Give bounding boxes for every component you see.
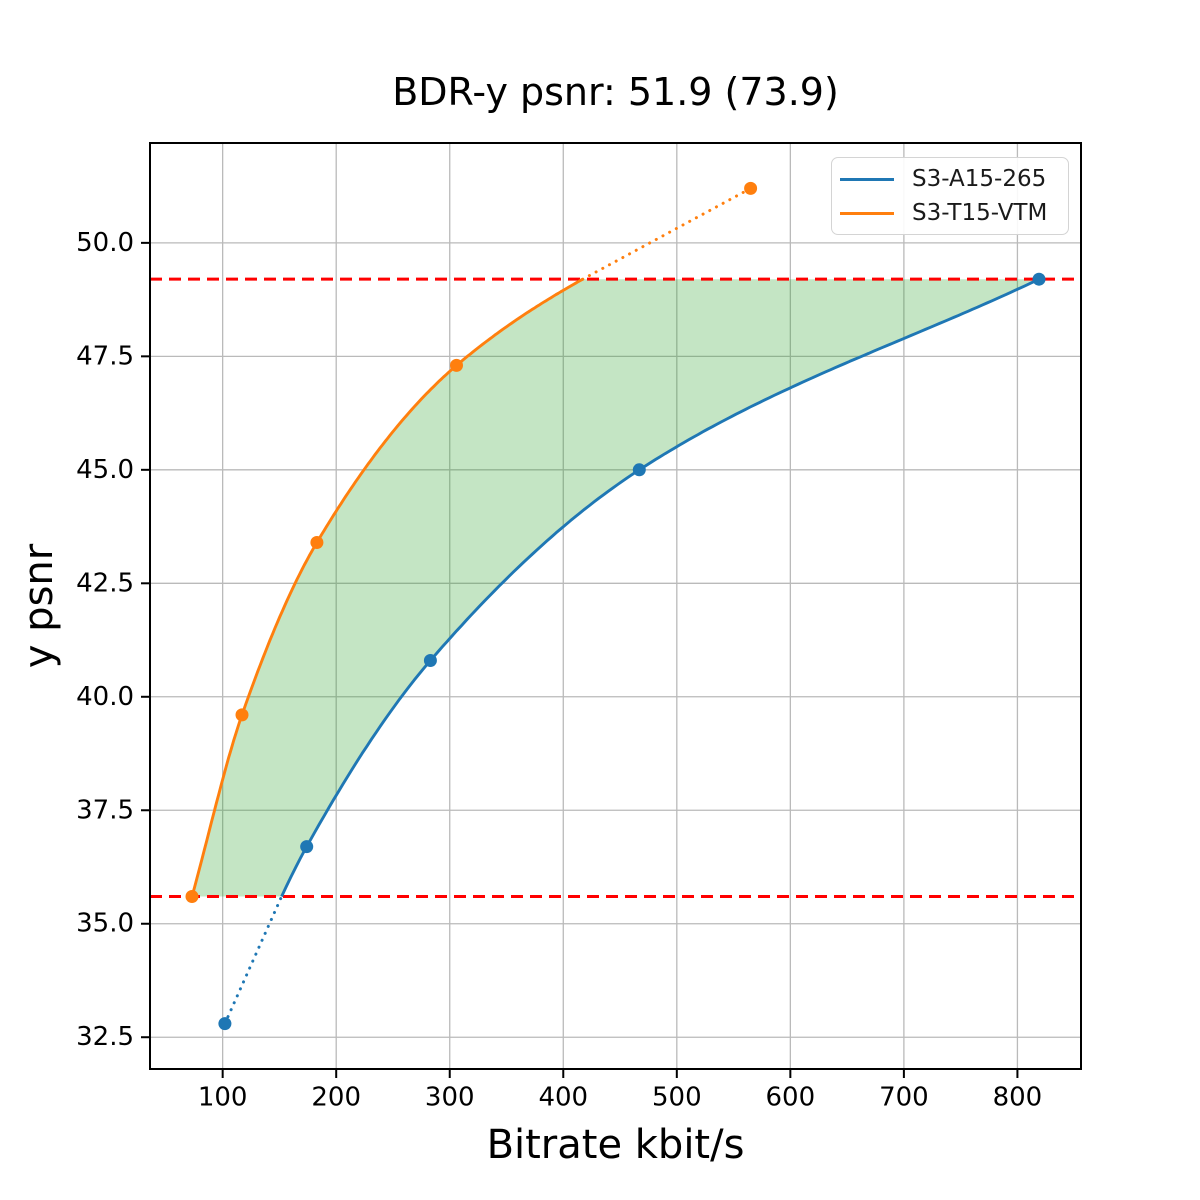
y-tick-label: 35.0: [76, 909, 134, 939]
series-dotted-segment-s3-a15-265: [223, 895, 284, 1026]
data-point-marker-s3-t15-vtm: [310, 536, 324, 549]
data-point-marker-s3-a15-265: [1032, 272, 1046, 286]
x-tick-label: 300: [425, 1082, 475, 1112]
y-axis-label: y psnr: [16, 543, 62, 669]
y-tick-label: 45.0: [76, 455, 134, 485]
y-tick-label: 32.5: [76, 1022, 134, 1052]
chart-title: BDR-y psnr: 51.9 (73.9): [392, 70, 839, 114]
data-point-marker-s3-t15-vtm: [744, 181, 758, 195]
data-point-marker-s3-t15-vtm: [235, 708, 249, 722]
legend-box: S3-A15-265 S3-T15-VTM: [831, 157, 1069, 235]
data-point-marker-s3-a15-265: [218, 1017, 232, 1031]
y-tick-label: 50.0: [76, 228, 134, 258]
x-tick-label: 400: [538, 1082, 588, 1112]
plot-border: [149, 142, 1082, 1070]
y-tick-label: 47.5: [76, 341, 134, 371]
x-tick-label: 800: [993, 1082, 1043, 1112]
x-tick-label: 700: [879, 1082, 929, 1112]
y-tick-label: 37.5: [76, 795, 134, 825]
x-axis-label: Bitrate kbit/s: [486, 1122, 745, 1168]
series-line-s3-t15-vtm: [190, 277, 584, 897]
x-tick-label: 600: [766, 1082, 816, 1112]
legend-entry: S3-A15-265: [840, 166, 1058, 192]
series-dotted-segment-s3-t15-vtm: [581, 186, 753, 281]
y-tick-label: 42.5: [76, 568, 134, 598]
y-tick-label: 40.0: [76, 682, 134, 712]
series-line-s3-a15-265: [280, 277, 1040, 898]
data-point-marker-s3-a15-265: [423, 654, 437, 667]
fill-between-region: [192, 279, 1039, 897]
data-point-marker-s3-a15-265: [632, 463, 646, 477]
x-tick-label: 500: [652, 1082, 702, 1112]
data-point-marker-s3-a15-265: [300, 840, 314, 854]
legend-line-sample-orange: [840, 211, 894, 215]
legend-label: S3-A15-265: [912, 166, 1047, 192]
legend-entry: S3-T15-VTM: [840, 200, 1058, 226]
data-point-marker-s3-t15-vtm: [185, 890, 199, 903]
legend-line-sample-blue: [840, 177, 894, 181]
x-tick-label: 200: [311, 1082, 361, 1112]
legend-label: S3-T15-VTM: [912, 200, 1048, 226]
x-tick-label: 100: [198, 1082, 248, 1112]
data-point-marker-s3-t15-vtm: [450, 358, 463, 372]
